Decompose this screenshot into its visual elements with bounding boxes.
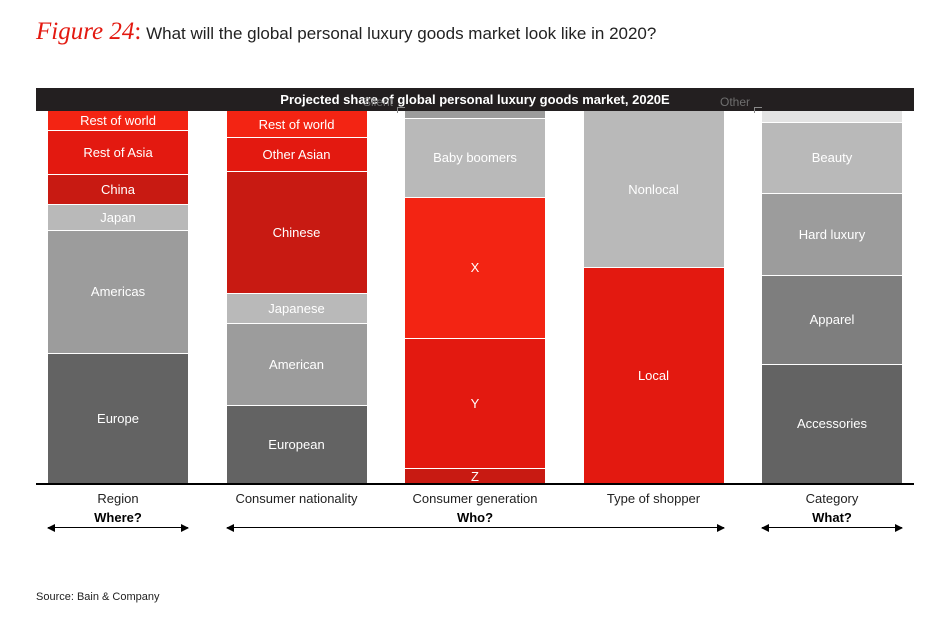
- figure-colon: :: [134, 18, 141, 45]
- segment: Apparel: [762, 275, 902, 364]
- segment: Rest of world: [227, 111, 367, 137]
- segment: Beauty: [762, 122, 902, 193]
- question-what: What?: [762, 510, 902, 528]
- double-arrow-icon: [48, 527, 188, 528]
- segment: China: [48, 174, 188, 204]
- segment: Baby boomers: [405, 118, 545, 196]
- figure-title: What will the global personal luxury goo…: [146, 24, 656, 43]
- segment: Z: [405, 468, 545, 483]
- axis-label-region: Region: [48, 491, 188, 506]
- axis-label-category: Category: [762, 491, 902, 506]
- axis-labels-row: Region Consumer nationality Consumer gener…: [36, 485, 914, 506]
- question-where: Where?: [48, 510, 188, 528]
- segment: Europe: [48, 353, 188, 483]
- questions-row: Where? Who? What?: [36, 506, 914, 538]
- bar-nationality: Rest of worldOther AsianChineseJapaneseA…: [227, 111, 367, 483]
- bar-shopper: NonlocalLocal: [584, 111, 724, 483]
- figure-label: Figure 24: [36, 18, 134, 45]
- segment: Local: [584, 267, 724, 483]
- segment: Y: [405, 338, 545, 468]
- axis-label-shopper: Type of shopper: [584, 491, 724, 506]
- segment: Rest of world: [48, 111, 188, 130]
- figure-title-line: Figure 24: What will the global personal…: [36, 18, 914, 46]
- chart-banner: Projected share of global personal luxur…: [36, 88, 914, 111]
- source-text: Source: Bain & Company: [36, 591, 160, 603]
- question-who: Who?: [227, 510, 724, 528]
- segment: Accessories: [762, 364, 902, 483]
- callout-connector: [754, 107, 762, 113]
- axis-label-nationality: Consumer nationality: [227, 491, 367, 506]
- bar-generation: SilentBaby boomersXYZ: [405, 111, 545, 483]
- segment: Rest of Asia: [48, 130, 188, 175]
- segment: [405, 111, 545, 118]
- segment: Japan: [48, 204, 188, 230]
- question-label: Who?: [227, 510, 724, 525]
- question-label: Where?: [48, 510, 188, 525]
- double-arrow-icon: [227, 527, 724, 528]
- callout-category: Other: [720, 95, 750, 109]
- segment: European: [227, 405, 367, 483]
- segment: Hard luxury: [762, 193, 902, 275]
- segment: Japanese: [227, 293, 367, 323]
- segment: American: [227, 323, 367, 405]
- axis-label-generation: Consumer generation: [405, 491, 545, 506]
- segment: [762, 111, 902, 122]
- segment: Nonlocal: [584, 111, 724, 267]
- callout-connector: [397, 107, 405, 113]
- segment: Chinese: [227, 171, 367, 294]
- bar-category: OtherBeautyHard luxuryApparelAccessories: [762, 111, 902, 483]
- double-arrow-icon: [762, 527, 902, 528]
- bar-region: Rest of worldRest of AsiaChinaJapanAmeri…: [48, 111, 188, 483]
- callout-generation: Silent: [363, 95, 393, 109]
- question-label: What?: [762, 510, 902, 525]
- segment: X: [405, 197, 545, 338]
- chart-area: Rest of worldRest of AsiaChinaJapanAmeri…: [36, 111, 914, 485]
- segment: Americas: [48, 230, 188, 353]
- segment: Other Asian: [227, 137, 367, 170]
